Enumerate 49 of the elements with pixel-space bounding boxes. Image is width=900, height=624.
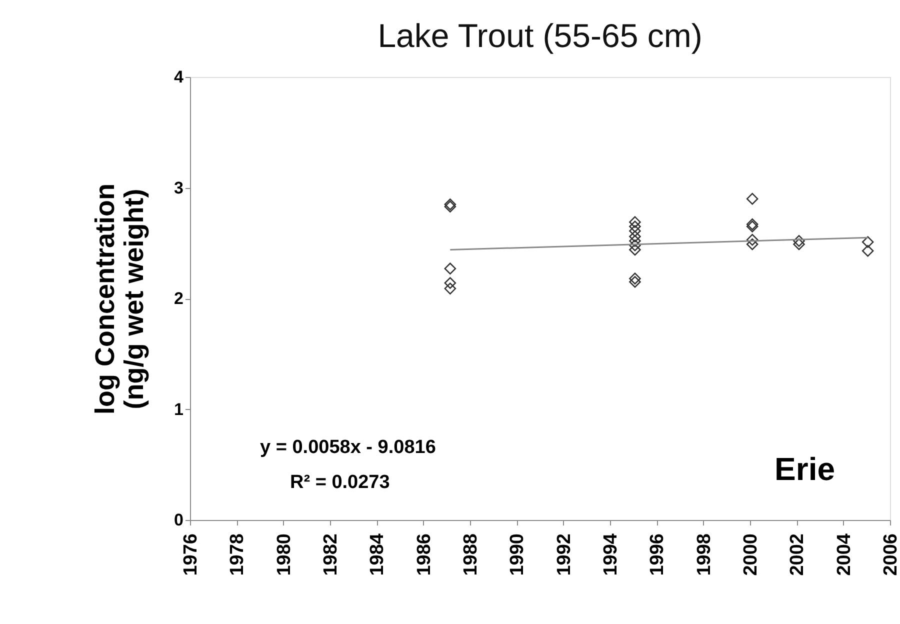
chart-title: Lake Trout (55-65 cm) bbox=[378, 17, 702, 54]
y-tick-label: 2 bbox=[174, 289, 184, 308]
x-tick-label: 1988 bbox=[460, 534, 482, 576]
point bbox=[444, 262, 456, 274]
x-tick-label: 2000 bbox=[740, 534, 762, 576]
point bbox=[862, 244, 874, 257]
point bbox=[629, 225, 641, 237]
point bbox=[629, 276, 641, 288]
point bbox=[444, 198, 456, 210]
x-tick-label: 1992 bbox=[554, 534, 575, 576]
x-tick-label: 2002 bbox=[787, 534, 808, 576]
annotation: y = 0.0058x - 9.0816 bbox=[260, 437, 436, 458]
point bbox=[746, 238, 758, 250]
point bbox=[629, 230, 641, 242]
point bbox=[746, 234, 758, 246]
y-tick-label: 3 bbox=[174, 178, 184, 198]
x-tick-label: 1994 bbox=[600, 533, 622, 576]
x-tick-label: 1976 bbox=[180, 534, 202, 576]
point bbox=[793, 238, 805, 250]
point bbox=[629, 216, 641, 228]
x-tick-label: 1980 bbox=[274, 534, 295, 576]
x-tick-label: 2006 bbox=[880, 534, 900, 576]
point bbox=[746, 192, 758, 205]
point bbox=[746, 220, 758, 232]
point bbox=[629, 272, 641, 284]
point bbox=[746, 218, 758, 230]
annotation: R² = 0.0273 bbox=[290, 472, 390, 493]
x-tick-label: 1998 bbox=[694, 534, 715, 576]
point bbox=[862, 236, 874, 248]
x-tick-label: 1982 bbox=[320, 534, 342, 576]
x-tick-label: 1996 bbox=[647, 534, 668, 576]
point bbox=[629, 220, 641, 232]
y-axis-title: log Concentration (ng/g wet weight) bbox=[90, 184, 150, 414]
point bbox=[629, 244, 641, 256]
y-tick-label: 4 bbox=[174, 68, 184, 86]
point bbox=[444, 277, 456, 289]
point bbox=[629, 235, 641, 247]
x-tick-label: 1986 bbox=[414, 534, 435, 576]
annotation: Erie bbox=[774, 451, 835, 487]
x-tick-label: 1978 bbox=[227, 534, 248, 576]
point bbox=[444, 200, 456, 212]
x-tick-label: 1990 bbox=[507, 534, 528, 576]
y-tick-label: 0 bbox=[174, 510, 184, 530]
point bbox=[444, 282, 456, 294]
point bbox=[629, 239, 641, 252]
y-tick-label: 1 bbox=[174, 400, 184, 419]
x-tick-label: 2004 bbox=[834, 533, 855, 576]
point bbox=[793, 235, 805, 247]
x-tick-label: 1984 bbox=[367, 533, 388, 576]
